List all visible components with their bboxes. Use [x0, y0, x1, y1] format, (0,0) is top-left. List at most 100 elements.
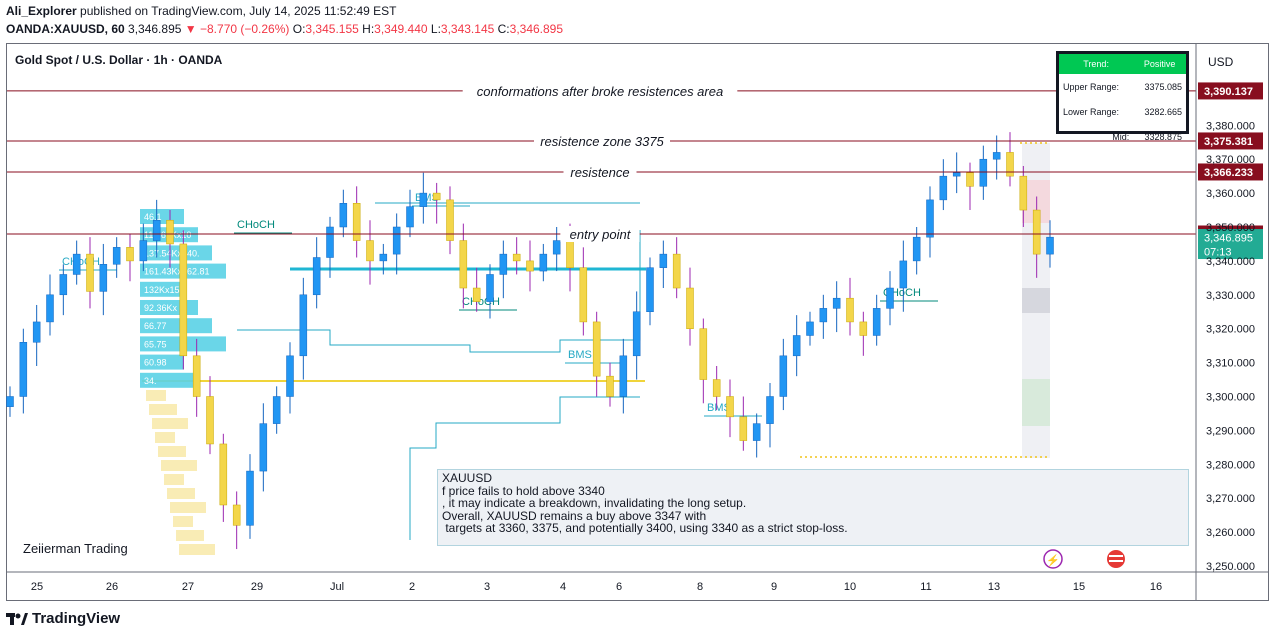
note-line: targets at 3360, 3375, and potentially 3… — [442, 521, 848, 535]
candle-body — [739, 416, 748, 441]
y-tick-label: 3,310.000 — [1206, 358, 1255, 370]
candle-body — [219, 443, 228, 506]
x-tick-label: 16 — [1150, 581, 1162, 593]
publisher-name[interactable]: Ali_Explorer — [6, 4, 77, 18]
candle-body — [432, 192, 441, 201]
note-line: , it may indicate a breakdown, invalidat… — [442, 496, 747, 510]
line-label: resistence zone 3375 — [540, 134, 664, 149]
candle-body — [59, 274, 68, 296]
price-tag — [1198, 229, 1263, 260]
volume-label: 34. — [144, 376, 157, 386]
open-label: O: — [292, 22, 306, 36]
y-tick-label: 3,320.000 — [1206, 324, 1255, 336]
line-label-bg — [462, 82, 738, 99]
us-flag-icon[interactable] — [1107, 550, 1125, 568]
candle-body — [46, 294, 54, 323]
line-label: entry point — [570, 227, 632, 242]
candle-body — [992, 152, 1001, 160]
candle-body — [659, 253, 668, 268]
volume-label: 60.98 — [144, 358, 167, 368]
candle-body — [392, 226, 401, 255]
trend-row-label: Mid: — [1112, 131, 1130, 142]
candle-body — [526, 260, 534, 272]
chart-frame[interactable] — [6, 43, 1269, 601]
candle-body — [952, 172, 961, 177]
candle-body — [339, 203, 348, 228]
pair-title: Gold Spot / U.S. Dollar · 1h · OANDA — [15, 53, 223, 67]
trend-row-value: 3375.085 — [1144, 81, 1182, 92]
analysis-note: XAUUSD f price fails to hold above 3340 … — [437, 469, 1189, 546]
structure-path — [237, 230, 641, 353]
flag-stripe — [1109, 560, 1123, 562]
x-tick-label: 26 — [106, 581, 118, 593]
candle-body — [686, 287, 694, 329]
lightning-icon[interactable] — [1043, 549, 1063, 569]
candle-body — [232, 504, 241, 526]
candle-body — [646, 267, 654, 312]
down-arrow-icon: ▼ — [184, 22, 197, 36]
volume-label: 92.36Kx — [144, 303, 178, 313]
note-line: Overall, XAUUSD remains a buy above 3347… — [442, 508, 707, 523]
candle-body — [406, 206, 414, 228]
volume-box — [149, 404, 177, 415]
candle-body — [206, 396, 214, 445]
trend-row-value: 3282.665 — [1144, 106, 1182, 117]
volume-box — [146, 390, 166, 401]
candle-body — [312, 257, 321, 296]
volume-box — [176, 530, 204, 541]
volume-box — [158, 446, 186, 457]
candle-body — [859, 321, 868, 336]
line-label-bg — [563, 163, 637, 180]
x-tick-label: 15 — [1073, 581, 1085, 593]
note-line: XAUUSD — [442, 471, 493, 485]
y-tick-label: 3,360.000 — [1206, 188, 1255, 200]
candle-body — [32, 321, 41, 343]
y-tick-label: 3,290.000 — [1206, 425, 1255, 437]
volume-label: 137.54Kx140. — [144, 248, 200, 258]
tradingview-logo[interactable]: TradingView — [6, 610, 120, 627]
candle-body — [419, 192, 428, 207]
candle-body — [179, 243, 188, 357]
volume-box — [170, 502, 206, 513]
candle-body — [1019, 175, 1028, 211]
candle-body — [72, 253, 81, 275]
mid-zone — [1022, 288, 1050, 313]
tradingview-logo-icon — [6, 612, 28, 625]
price-tag — [1198, 163, 1263, 181]
indicator-watermark: Zeiierman Trading — [23, 541, 128, 556]
candle-body — [512, 253, 521, 262]
x-tick-label: 3 — [484, 581, 490, 593]
volume-box — [140, 372, 198, 388]
close-value: 3,346.895 — [509, 22, 564, 36]
volume-box — [173, 516, 193, 527]
candle-body — [246, 470, 254, 526]
candle-body — [899, 260, 908, 289]
candle-body — [619, 355, 628, 397]
candle-body — [699, 328, 708, 380]
candle-body — [819, 308, 828, 323]
structure-label: CHoCH — [462, 296, 500, 308]
trend-row-label: Lower Range: — [1063, 106, 1120, 117]
y-tick-label: 3,340.000 — [1206, 256, 1255, 268]
close-label: C: — [497, 22, 510, 36]
high-label: H: — [362, 22, 375, 36]
line-label: conformations after broke resistences ar… — [477, 84, 723, 99]
open-value: 3,345.155 — [305, 22, 359, 36]
candle-body — [366, 240, 374, 262]
candle-body — [552, 240, 561, 255]
candle-body — [846, 297, 854, 323]
volume-box — [140, 281, 184, 297]
currency-label: USD — [1208, 55, 1234, 69]
publish-line: Ali_Explorer published on TradingView.co… — [6, 4, 396, 18]
candle-body — [259, 423, 268, 472]
line-label-bg — [534, 132, 670, 149]
candle-body — [726, 396, 734, 418]
candle-body — [872, 308, 881, 336]
volume-box — [140, 354, 184, 370]
candle-body — [806, 321, 814, 336]
x-tick-label: 8 — [697, 581, 703, 593]
candle-body — [326, 226, 334, 258]
price-tag-sublabel: 07:13 — [1204, 247, 1232, 259]
symbol-label: OANDA:XAUUSD, 60 — [6, 22, 125, 36]
